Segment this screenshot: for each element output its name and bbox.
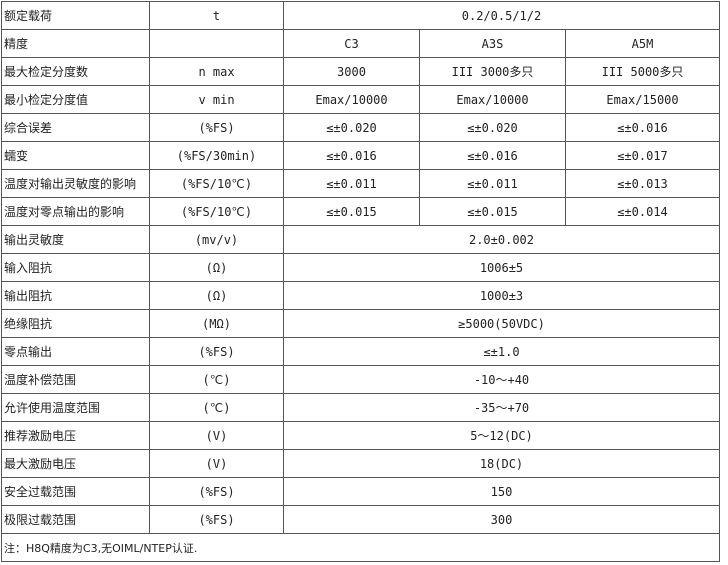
table-row: 安全过载范围 (%FS) 150 (1, 477, 720, 506)
table-row: 输出阻抗 (Ω) 1000±3 (1, 281, 720, 310)
row-value: 18(DC) (283, 449, 720, 478)
row-value: ≤±0.016 (283, 141, 420, 170)
row-value: ≤±0.013 (565, 169, 720, 198)
row-value: 1006±5 (283, 253, 720, 282)
table-row: 零点输出 (%FS) ≤±1.0 (1, 337, 720, 366)
spec-table-body: 额定载荷 t 0.2/0.5/1/2 精度 C3 A3S A5M 最大检定分度数 n max 30… (1, 1, 720, 534)
row-value: ≥5000(50VDC) (283, 309, 720, 338)
row-value: ≤±0.020 (283, 113, 420, 142)
row-value: 0.2/0.5/1/2 (283, 1, 720, 30)
row-unit: (℃) (149, 365, 284, 394)
row-unit: n max (149, 57, 284, 86)
row-unit: (℃) (149, 393, 284, 422)
row-value: Emax/10000 (419, 85, 566, 114)
row-value: -35～+70 (283, 393, 720, 422)
row-value: 3000 (283, 57, 420, 86)
row-value: ≤±0.011 (419, 169, 566, 198)
row-value: ≤±0.016 (565, 113, 720, 142)
row-unit: (%FS) (149, 113, 284, 142)
table-row: 输出灵敏度 (mv/v) 2.0±0.002 (1, 225, 720, 254)
row-value: 5～12(DC) (283, 421, 720, 450)
row-label: 精度 (1, 29, 150, 58)
row-value: ≤±0.011 (283, 169, 420, 198)
row-label: 零点输出 (1, 337, 150, 366)
row-unit: (mv/v) (149, 225, 284, 254)
row-label: 推荐激励电压 (1, 421, 150, 450)
table-row: 最大检定分度数 n max 3000 III 3000多只 III 5000多只 (1, 57, 720, 86)
row-value: A5M (565, 29, 720, 58)
row-label: 安全过载范围 (1, 477, 150, 506)
row-value: III 3000多只 (419, 57, 566, 86)
row-label: 允许使用温度范围 (1, 393, 150, 422)
row-unit: (V) (149, 421, 284, 450)
row-unit (149, 29, 284, 58)
row-value: ≤±0.014 (565, 197, 720, 226)
table-row: 输入阻抗 (Ω) 1006±5 (1, 253, 720, 282)
row-value: ≤±0.016 (419, 141, 566, 170)
row-label: 温度对零点输出的影响 (1, 197, 150, 226)
row-label: 输入阻抗 (1, 253, 150, 282)
row-label: 温度补偿范围 (1, 365, 150, 394)
row-value: 1000±3 (283, 281, 720, 310)
row-unit: (%FS/10℃) (149, 197, 284, 226)
row-unit: t (149, 1, 284, 30)
table-row: 允许使用温度范围 (℃) -35～+70 (1, 393, 720, 422)
row-value: ≤±0.015 (419, 197, 566, 226)
row-value: 300 (283, 505, 720, 534)
row-value: ≤±0.015 (283, 197, 420, 226)
row-label: 额定载荷 (1, 1, 150, 30)
row-value: ≤±0.017 (565, 141, 720, 170)
row-label: 综合误差 (1, 113, 150, 142)
row-label: 输出灵敏度 (1, 225, 150, 254)
row-label: 最小检定分度值 (1, 85, 150, 114)
table-row: 极限过载范围 (%FS) 300 (1, 505, 720, 534)
row-value: III 5000多只 (565, 57, 720, 86)
row-value: ≤±0.020 (419, 113, 566, 142)
row-unit: (%FS) (149, 477, 284, 506)
table-row: 温度对零点输出的影响 (%FS/10℃) ≤±0.015 ≤±0.015 ≤±0.014 (1, 197, 720, 226)
table-row: 最小检定分度值 v min Emax/10000 Emax/10000 Emax/150… (1, 85, 720, 114)
table-row: 精度 C3 A3S A5M (1, 29, 720, 58)
note-row: 注：H8Q精度为C3,无OIML/NTEP认证. (1, 533, 720, 562)
row-unit: (%FS/30min) (149, 141, 284, 170)
row-unit: v min (149, 85, 284, 114)
row-value: ≤±1.0 (283, 337, 720, 366)
row-label: 输出阻抗 (1, 281, 150, 310)
row-value: A3S (419, 29, 566, 58)
row-value: Emax/15000 (565, 85, 720, 114)
row-value: C3 (283, 29, 420, 58)
row-label: 极限过载范围 (1, 505, 150, 534)
row-label: 绝缘阻抗 (1, 309, 150, 338)
row-unit: (Ω) (149, 281, 284, 310)
table-row: 综合误差 (%FS) ≤±0.020 ≤±0.020 ≤±0.016 (1, 113, 720, 142)
note-text: 注：H8Q精度为C3,无OIML/NTEP认证. (1, 533, 720, 562)
row-label: 蠕变 (1, 141, 150, 170)
table-row: 最大激励电压 (V) 18(DC) (1, 449, 720, 478)
table-row: 推荐激励电压 (V) 5～12(DC) (1, 421, 720, 450)
row-unit: (%FS) (149, 337, 284, 366)
row-value: Emax/10000 (283, 85, 420, 114)
row-unit: (MΩ) (149, 309, 284, 338)
row-label: 最大检定分度数 (1, 57, 150, 86)
table-row: 蠕变 (%FS/30min) ≤±0.016 ≤±0.016 ≤±0.017 (1, 141, 720, 170)
row-label: 最大激励电压 (1, 449, 150, 478)
table-row: 温度补偿范围 (℃) -10～+40 (1, 365, 720, 394)
row-value: -10～+40 (283, 365, 720, 394)
table-row: 额定载荷 t 0.2/0.5/1/2 (1, 1, 720, 30)
row-unit: (V) (149, 449, 284, 478)
table-row: 绝缘阻抗 (MΩ) ≥5000(50VDC) (1, 309, 720, 338)
row-unit: (%FS/10℃) (149, 169, 284, 198)
row-value: 150 (283, 477, 720, 506)
row-unit: (Ω) (149, 253, 284, 282)
row-value: 2.0±0.002 (283, 225, 720, 254)
row-label: 温度对输出灵敏度的影响 (1, 169, 150, 198)
table-row: 温度对输出灵敏度的影响 (%FS/10℃) ≤±0.011 ≤±0.011 ≤±0.01… (1, 169, 720, 198)
row-unit: (%FS) (149, 505, 284, 534)
